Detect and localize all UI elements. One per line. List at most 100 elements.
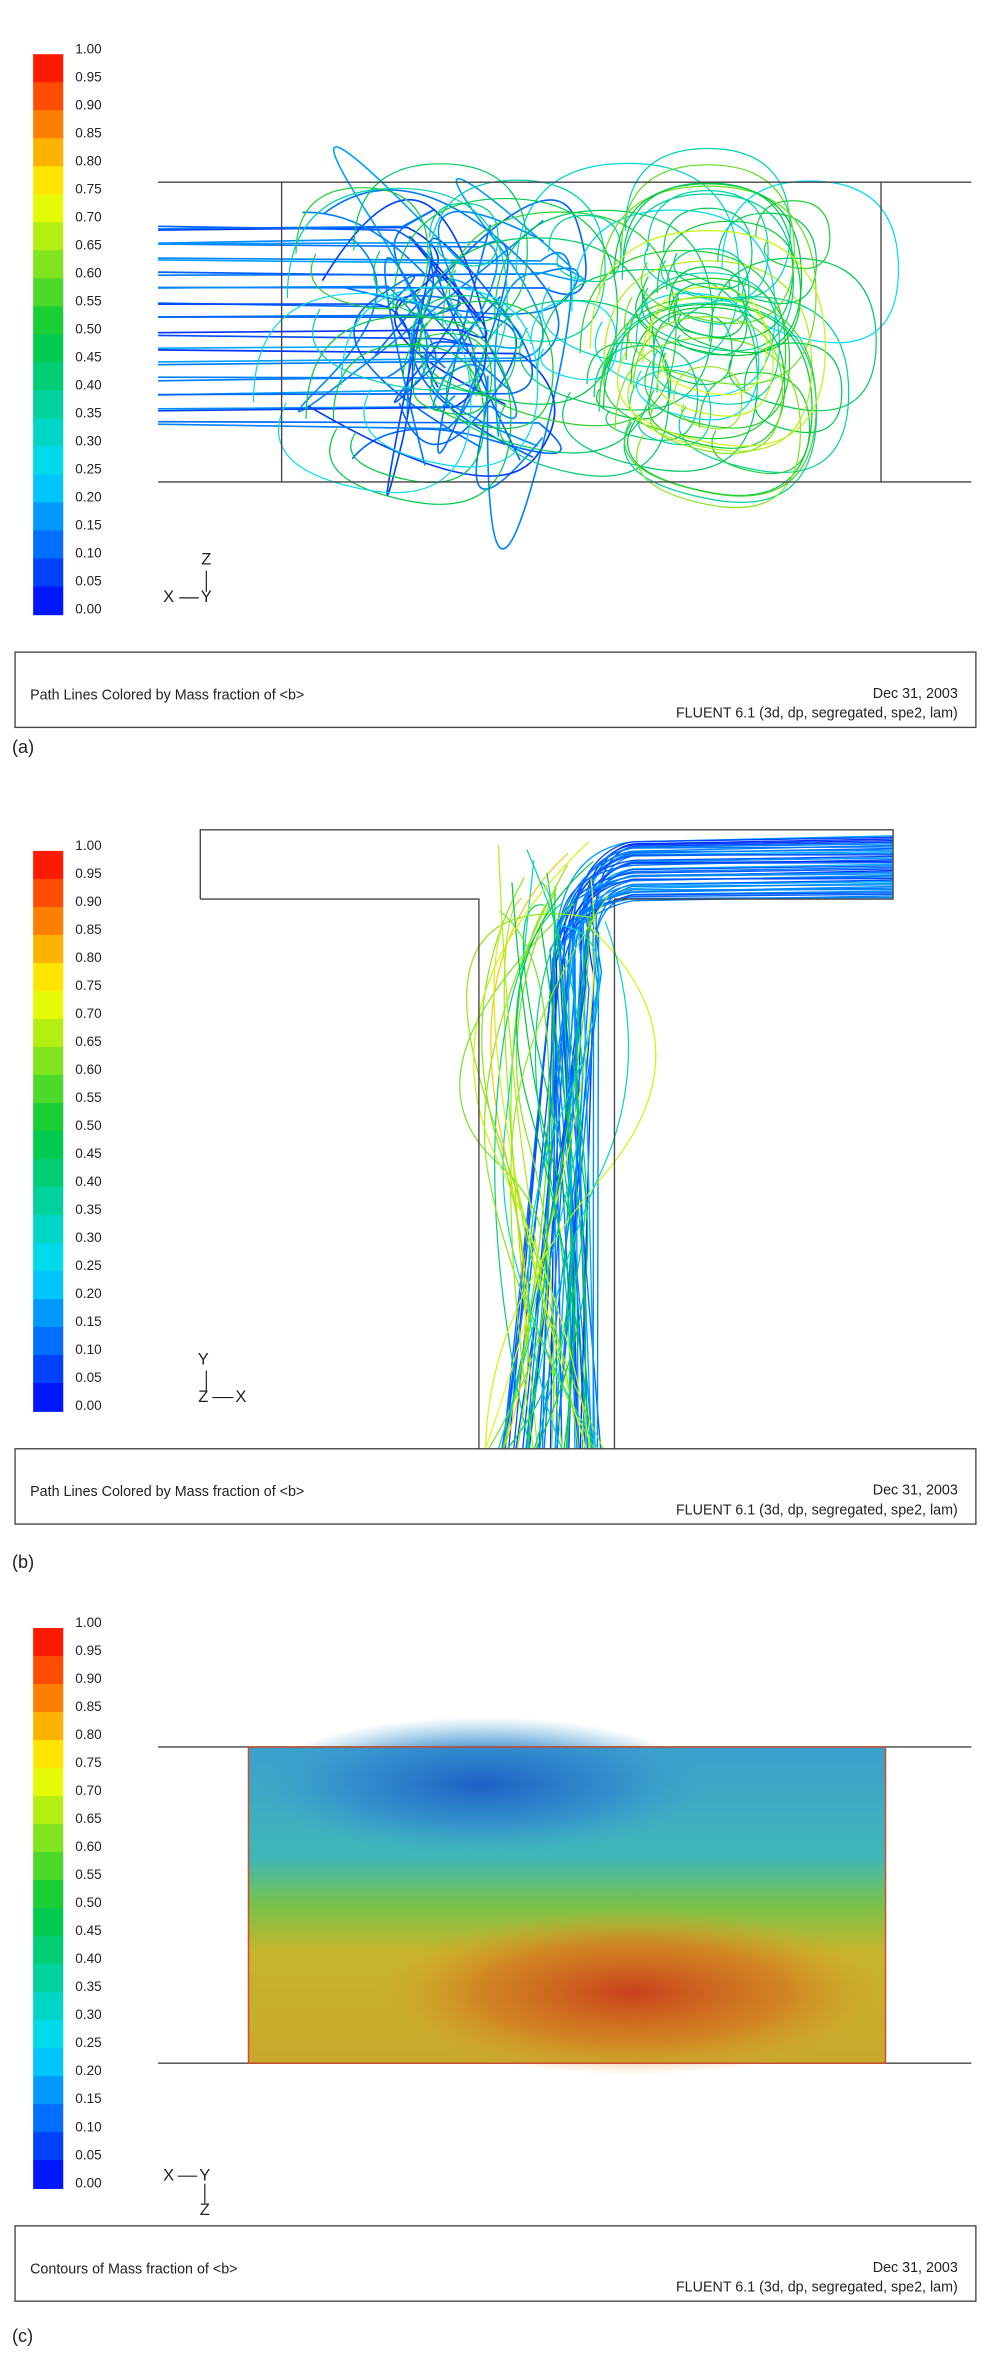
path-line [353, 163, 528, 324]
colorbar-segment [33, 278, 64, 308]
colorbar-segment [33, 1936, 64, 1965]
colorbar-segment [33, 2160, 64, 2189]
caption-box [14, 2225, 977, 2302]
colorbar-segment [33, 1712, 64, 1741]
path-line [516, 860, 594, 1449]
path-line [535, 908, 595, 1450]
path-line [548, 214, 622, 283]
path-line [533, 872, 587, 1449]
path-line [579, 860, 894, 1449]
colorbar-label: 0.20 [75, 1286, 101, 1301]
path-line [709, 257, 877, 412]
path-line [571, 209, 776, 397]
path-line [295, 187, 429, 310]
colorbar: 1.00 0.95 0.90 0.85 0.80 0.75 0.70 0.65 0.60 0.55… [33, 1615, 102, 2190]
path-line [571, 850, 894, 1449]
colorbar-label: 0.15 [75, 1314, 101, 1329]
colorbar-segment [33, 1018, 64, 1048]
colorbar-label: 0.50 [75, 1895, 101, 1910]
colorbar-segment [33, 2048, 64, 2077]
path-line [506, 904, 572, 1450]
colorbar-segment [33, 1768, 64, 1797]
path-line [340, 286, 539, 468]
path-line [568, 839, 894, 1449]
colorbar-segment [33, 1627, 64, 1657]
axis-triad-label: Z [198, 1387, 208, 1406]
path-line [484, 878, 595, 1449]
caption-title: Path Lines Colored by Mass fraction of <… [30, 1484, 304, 1500]
path-line [561, 836, 894, 1449]
axis-triad-label: X [163, 587, 174, 606]
colorbar-segment [33, 1684, 64, 1713]
colorbar-label: 0.35 [75, 1979, 101, 1994]
path-line [158, 256, 426, 466]
panel-label: (c) [12, 2326, 33, 2346]
colorbar-segment [33, 990, 64, 1020]
colorbar-label: 0.45 [75, 1146, 101, 1161]
path-line [603, 303, 813, 496]
colorbar: 1.00 0.95 0.90 0.85 0.80 0.75 0.70 0.65 0.60 0.55… [33, 838, 102, 1413]
colorbar-label: 0.70 [75, 209, 101, 224]
path-line [499, 910, 550, 1449]
contour-high [376, 1909, 889, 2076]
colorbar-label: 0.95 [75, 1643, 101, 1658]
path-line [158, 211, 477, 430]
colorbar-label: 0.05 [75, 573, 101, 588]
colorbar-segment [33, 586, 64, 616]
path-line [476, 299, 670, 477]
path-line [286, 187, 508, 391]
colorbar-segment [33, 1074, 64, 1104]
colorbar-label: 0.20 [75, 2063, 101, 2078]
domain [199, 829, 894, 1450]
axis-triad-label: X [163, 2166, 174, 2185]
path-line [553, 847, 894, 1449]
axis-triad-label: Y [201, 587, 212, 606]
colorbar-segment [33, 1880, 64, 1909]
path-line [409, 295, 517, 393]
colorbar-label: 1.00 [75, 41, 101, 56]
colorbar-label: 0.95 [75, 866, 101, 881]
colorbar-segment [33, 1964, 64, 1993]
panel: 1.00 0.95 0.90 0.85 0.80 0.75 0.70 0.65 0.60 0.55… [12, 829, 977, 1572]
path-line [442, 211, 677, 427]
colorbar-label: 0.35 [75, 1202, 101, 1217]
colorbar-label: 0.35 [75, 405, 101, 420]
path-line [586, 341, 672, 420]
colorbar-label: 0.50 [75, 1118, 101, 1133]
domain-outline [158, 181, 972, 483]
contour-border [247, 1746, 887, 2064]
colorbar-segment [33, 1383, 64, 1412]
colorbar-label: 0.30 [75, 433, 101, 448]
colorbar-segment [33, 962, 64, 992]
path-line [579, 249, 787, 440]
panel-label: (b) [12, 1552, 34, 1572]
path-line [598, 296, 817, 497]
caption-date: Dec 31, 2003 [873, 686, 958, 702]
colorbar-label: 0.55 [75, 293, 101, 308]
path-line [510, 895, 609, 1449]
colorbar-label: 0.30 [75, 1230, 101, 1245]
colorbar-label: 0.60 [75, 1062, 101, 1077]
path-line [558, 868, 894, 1449]
path-line [481, 877, 530, 1449]
path-line [630, 306, 786, 449]
path-line [648, 286, 768, 396]
path-line [158, 420, 562, 460]
colorbar: 1.00 0.95 0.90 0.85 0.80 0.75 0.70 0.65 0.60 0.55… [33, 41, 102, 617]
colorbar-segment [33, 110, 64, 140]
colorbar-label: 0.55 [75, 1090, 101, 1105]
colorbar-segment [33, 1655, 64, 1685]
colorbar-segment [33, 1046, 64, 1076]
colorbar-segment [33, 1159, 64, 1188]
path-line [497, 849, 583, 1449]
colorbar-label: 0.95 [75, 69, 101, 84]
colorbar-label: 0.90 [75, 1671, 101, 1686]
axis-triad-label: Z [201, 550, 211, 569]
path-line [515, 162, 740, 368]
path-line [252, 292, 472, 494]
path-line [540, 923, 587, 1449]
path-line [572, 885, 894, 1449]
path-line [613, 183, 803, 357]
colorbar-label: 1.00 [75, 838, 101, 853]
axis-triad-label: Y [199, 2166, 210, 2185]
